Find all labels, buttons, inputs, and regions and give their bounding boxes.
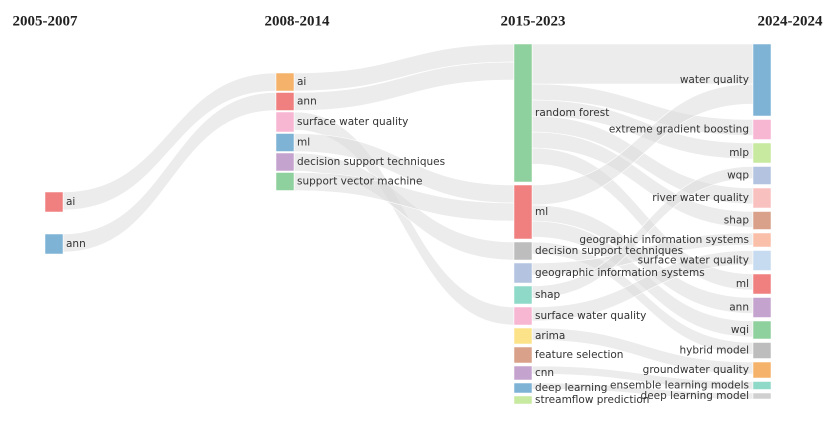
node (275, 111, 295, 133)
node-label: groundwater quality (643, 364, 749, 376)
node-label: cnn (535, 367, 554, 379)
column-header: 2008-2014 (265, 13, 330, 29)
column-header: 2024-2024 (758, 13, 823, 29)
node-label: ai (297, 76, 306, 88)
node (752, 342, 772, 359)
node-label: wqp (727, 170, 749, 182)
node (752, 232, 772, 248)
node-label: streamflow prediction (535, 394, 649, 406)
node (752, 250, 772, 271)
node (752, 43, 772, 117)
node (752, 187, 772, 209)
node (513, 43, 533, 183)
node-label: decision support techniques (535, 245, 683, 257)
node (752, 211, 772, 230)
node (752, 361, 772, 379)
node-label: extreme gradient boosting (609, 124, 749, 136)
node (513, 365, 533, 381)
node-label: feature selection (535, 349, 623, 361)
node-label: river water quality (652, 192, 749, 204)
node (752, 381, 772, 390)
node-label: ann (729, 302, 749, 314)
node-label: surface water quality (638, 255, 749, 267)
node (513, 306, 533, 326)
node-label: shap (535, 289, 561, 301)
column-header: 2005-2007 (13, 13, 78, 29)
node-label: geographic information systems (535, 267, 705, 279)
node (513, 382, 533, 394)
node (513, 346, 533, 364)
node (752, 142, 772, 164)
node (513, 184, 533, 240)
node (44, 233, 64, 255)
node (752, 119, 772, 140)
node-label: mlp (729, 147, 749, 159)
node-label: support vector machine (297, 176, 422, 188)
node-label: wqi (731, 324, 749, 336)
nodes: ai ann ai ann surface water quality ml decisio… (44, 43, 772, 406)
node-label: ensemble learning models (610, 380, 749, 392)
node (275, 92, 295, 111)
node-label: decision support techniques (297, 156, 445, 168)
node-label: geographic information systems (579, 234, 749, 246)
node (513, 395, 533, 405)
node (513, 241, 533, 261)
node-label: ann (297, 96, 317, 108)
node-label: arima (535, 330, 565, 342)
node (752, 297, 772, 318)
node (513, 285, 533, 305)
node (275, 72, 295, 92)
node-label: surface water quality (535, 310, 646, 322)
node (275, 172, 295, 191)
node (275, 133, 295, 152)
node-label: deep learning model (641, 390, 749, 402)
node (513, 262, 533, 284)
node (752, 392, 772, 400)
node (44, 191, 64, 213)
column-header: 2015-2023 (501, 13, 566, 29)
node-label: ai (66, 196, 75, 208)
node-label: random forest (535, 107, 609, 119)
flow (62, 72, 277, 211)
node-label: surface water quality (297, 116, 408, 128)
node (752, 273, 772, 295)
node-label: ml (535, 206, 548, 218)
links (62, 43, 754, 400)
node (752, 320, 772, 340)
node (752, 166, 772, 185)
node (275, 152, 295, 172)
node-label: deep learning (535, 382, 607, 394)
node-label: ann (66, 238, 86, 250)
flow (62, 92, 277, 253)
node-label: water quality (680, 74, 749, 86)
node-label: shap (724, 215, 750, 227)
node (513, 327, 533, 345)
node-label: ml (297, 137, 310, 149)
node-label: hybrid model (680, 345, 749, 357)
node-label: ml (736, 278, 749, 290)
